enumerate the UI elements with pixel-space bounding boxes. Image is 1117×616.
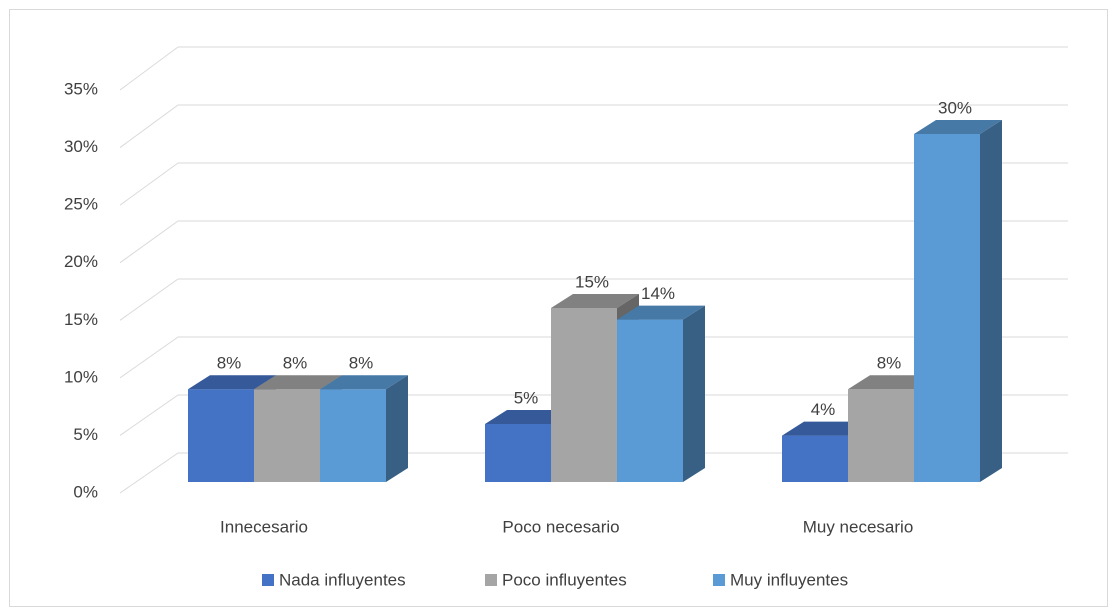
- bar: [914, 134, 980, 482]
- y-tick-label: 15%: [64, 310, 98, 329]
- bar: [617, 319, 683, 482]
- bar-top: [551, 294, 639, 308]
- y-tick-label: 5%: [73, 425, 98, 444]
- bar-top: [188, 375, 276, 390]
- bar: [485, 424, 551, 482]
- grid-line: [119, 220, 179, 264]
- bar-side: [386, 375, 408, 482]
- data-label: 8%: [217, 354, 242, 373]
- data-label: 4%: [811, 400, 836, 419]
- data-label: 8%: [877, 354, 902, 373]
- y-tick-label: 30%: [64, 137, 98, 156]
- bar-top: [320, 375, 408, 390]
- grid-line: [119, 336, 179, 379]
- bar: [848, 389, 914, 482]
- data-label: 15%: [575, 272, 609, 291]
- bar: [254, 389, 320, 482]
- bar: [782, 435, 848, 482]
- legend-label: Nada influyentes: [279, 570, 406, 589]
- bar-top: [254, 375, 342, 390]
- grid-line: [119, 46, 179, 91]
- grid-line: [119, 104, 179, 148]
- x-tick-label: Innecesario: [220, 517, 308, 536]
- data-label: 14%: [641, 284, 675, 303]
- legend-label: Muy influyentes: [730, 570, 848, 589]
- data-label: 30%: [938, 98, 972, 117]
- bar-side: [980, 120, 1002, 482]
- data-label: 5%: [514, 388, 539, 407]
- y-tick-label: 0%: [73, 482, 98, 501]
- bar-side: [683, 305, 705, 482]
- y-tick-label: 25%: [64, 195, 98, 214]
- y-tick-label: 35%: [64, 79, 98, 98]
- grid-line: [119, 394, 179, 436]
- bar: [320, 389, 386, 482]
- y-tick-label: 20%: [64, 252, 98, 271]
- legend-swatch: [262, 574, 274, 586]
- grid-line: [119, 452, 179, 494]
- x-tick-label: Muy necesario: [803, 517, 914, 536]
- grid-line: [119, 162, 179, 206]
- grid-line: [119, 278, 179, 321]
- legend-label: Poco influyentes: [502, 570, 627, 589]
- y-tick-label: 10%: [64, 367, 98, 386]
- bar-top: [617, 305, 705, 320]
- bar: [188, 389, 254, 482]
- x-tick-label: Poco necesario: [502, 517, 619, 536]
- legend-swatch: [485, 574, 497, 586]
- bar: [551, 308, 617, 482]
- legend-swatch: [713, 574, 725, 586]
- bar-top: [914, 120, 1002, 134]
- data-label: 8%: [349, 354, 374, 373]
- data-label: 8%: [283, 354, 308, 373]
